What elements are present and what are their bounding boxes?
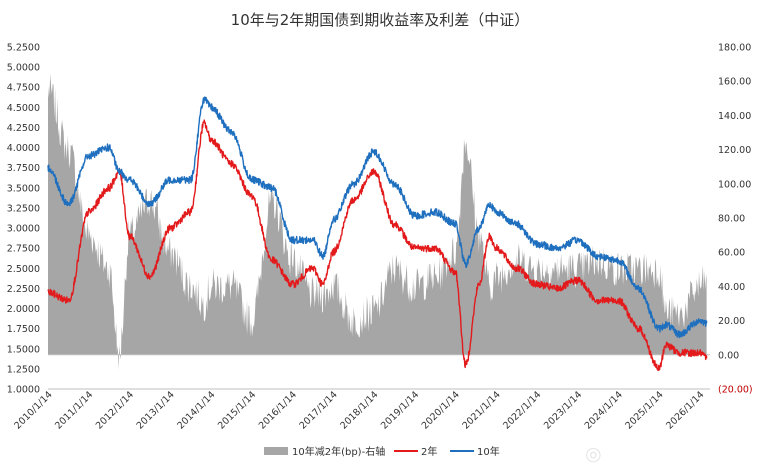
legend-label-spread: 10年减2年(bp)-右轴 [292,445,385,458]
left-tick-label: 2.5000 [7,264,40,275]
left-tick-label: 3.5000 [7,183,40,194]
left-tick-label: 4.7500 [7,83,40,94]
right-tick-label: 80.00 [718,214,745,225]
right-tick-label: 160.00 [718,77,751,88]
watermark-icon: ◎ [585,443,602,465]
legend-swatch-spread [264,447,288,455]
watermark: ◎ [585,443,602,465]
axis-layer [48,354,710,390]
right-tick-label: 100.00 [718,179,751,190]
left-tick-label: 4.5000 [7,103,40,114]
legend-label-10y: 10年 [477,445,500,458]
legend-label-2y: 2年 [421,445,437,458]
right-tick-label: 20.00 [718,316,745,327]
right-tick-label: (20.00) [718,385,753,396]
right-tick-label: 60.00 [718,248,745,259]
spread-area [48,73,707,370]
left-tick-label: 4.2500 [7,123,40,134]
left-tick-label: 1.7500 [7,324,40,335]
chart-title: 10年与2年期国债到期收益率及利差（中证） [231,11,530,29]
right-tick-label: 140.00 [718,111,751,122]
right-tick-label: 180.00 [718,43,751,54]
left-tick-label: 1.0000 [7,385,40,396]
right-tick-label: 0.00 [718,350,739,361]
series-line-2y [47,119,708,371]
left-tick-label: 5.0000 [7,63,40,74]
right-tick-label: 120.00 [718,145,751,156]
left-tick-label: 3.7500 [7,163,40,174]
left-tick-label: 2.0000 [7,304,40,315]
left-tick-label: 1.2500 [7,364,40,375]
right-tick-label: 40.00 [718,282,745,293]
left-tick-label: 1.5000 [7,344,40,355]
left-axis-ticks: 1.0000 1.2500 1.5000 1.7500 2.0000 2.2500 2.50… [7,43,40,396]
left-tick-label: 4.0000 [7,143,40,154]
legend: 10年减2年(bp)-右轴 2年 10年 [264,445,500,458]
right-axis-ticks: (20.00) 0.00 20.00 40.00 60.00 80.00 100.00 120… [718,43,753,396]
left-tick-label: 5.2500 [7,43,40,54]
series-line-10y [47,96,708,339]
left-tick-label: 2.7500 [7,244,40,255]
line-layer [47,96,708,371]
spread-area-layer [48,73,707,370]
left-tick-label: 3.2500 [7,203,40,214]
left-tick-label: 2.2500 [7,284,40,295]
left-tick-label: 3.0000 [7,224,40,235]
